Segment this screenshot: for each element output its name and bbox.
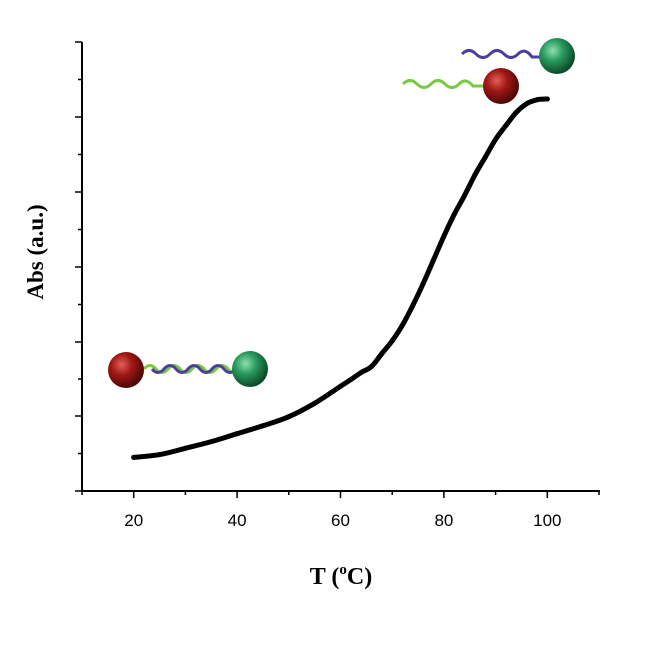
data-point bbox=[348, 377, 354, 383]
red-nanoparticle-icon bbox=[108, 352, 144, 388]
data-point bbox=[431, 257, 437, 263]
data-point bbox=[513, 109, 519, 115]
series-line-melting-curve bbox=[131, 96, 550, 460]
data-point bbox=[312, 400, 318, 406]
data-point bbox=[493, 136, 499, 142]
x-tick-label: 40 bbox=[228, 511, 247, 530]
data-point bbox=[503, 123, 509, 128]
data-point bbox=[389, 338, 395, 344]
data-point bbox=[482, 154, 488, 160]
data-point bbox=[472, 172, 478, 178]
axes bbox=[75, 41, 600, 498]
x-tick-label: 80 bbox=[434, 511, 453, 530]
data-point bbox=[182, 445, 188, 451]
data-point bbox=[524, 101, 530, 107]
data-point bbox=[338, 383, 343, 389]
green-nanoparticle-icon bbox=[539, 38, 575, 74]
red-nanoparticle-icon bbox=[483, 68, 519, 104]
y-ticks bbox=[75, 41, 82, 492]
data-point bbox=[369, 364, 374, 369]
data-points bbox=[131, 96, 550, 460]
data-point bbox=[260, 423, 266, 429]
data-point bbox=[462, 192, 468, 198]
single-strand-green bbox=[401, 79, 484, 89]
data-point bbox=[157, 452, 163, 458]
data-point bbox=[234, 431, 240, 437]
single-strand-purple bbox=[460, 49, 541, 59]
duplex-dna-nanoparticles-illustration bbox=[108, 351, 268, 388]
x-axis-title: T (oC) bbox=[310, 562, 372, 590]
data-point bbox=[286, 414, 292, 420]
data-point bbox=[441, 233, 447, 239]
data-point bbox=[451, 211, 457, 217]
data-point bbox=[534, 97, 540, 103]
x-tick-label: 100 bbox=[533, 511, 561, 530]
data-point bbox=[379, 351, 385, 356]
x-tick-label: 60 bbox=[331, 511, 350, 530]
x-tick-labels: 20 40 60 80 100 bbox=[124, 511, 561, 530]
data-point bbox=[208, 439, 214, 445]
y-axis-title: Abs (a.u.) bbox=[23, 204, 48, 299]
separated-single-strands-illustration bbox=[401, 38, 575, 104]
duplex-strand-purple bbox=[150, 364, 238, 374]
data-point bbox=[358, 370, 364, 375]
x-tick-label: 20 bbox=[124, 511, 143, 530]
data-point bbox=[400, 322, 405, 328]
data-point bbox=[544, 96, 550, 102]
data-point bbox=[410, 302, 416, 308]
green-nanoparticle-icon bbox=[232, 351, 268, 387]
data-point bbox=[420, 281, 426, 286]
x-ticks bbox=[81, 491, 600, 498]
data-point bbox=[131, 454, 137, 460]
